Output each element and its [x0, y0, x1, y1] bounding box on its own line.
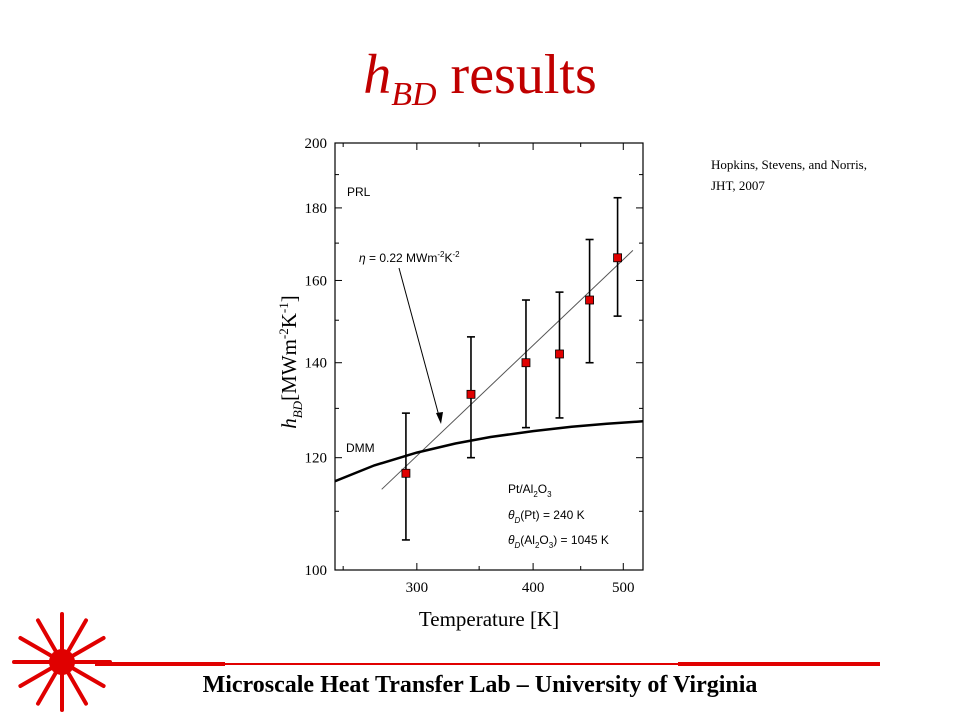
data-point: [466, 389, 476, 399]
y-axis-label-h: h: [277, 418, 301, 429]
title-subscript: BD: [391, 76, 437, 113]
slide-title: hBD results: [0, 40, 960, 130]
series-line-prl: [381, 250, 634, 490]
lab-logo-icon: [12, 612, 112, 712]
x-tick-label: 400: [522, 580, 545, 596]
data-point: [585, 295, 594, 305]
y-tick-label: 140: [305, 356, 328, 372]
axis-ticks: 100 120 140 160 180 200 300 400 500: [305, 136, 643, 596]
x-axis-label: Temperature [K]: [419, 607, 559, 631]
plot-frame: [334, 142, 644, 571]
prl-label: PRL: [347, 185, 371, 199]
y-axis-label-exp2: -1: [276, 302, 291, 313]
y-tick-label: 160: [305, 273, 328, 289]
title-h: h: [363, 44, 392, 106]
y-axis-label-sub: BD: [290, 400, 305, 418]
footer-lab-name: Microscale Heat Transfer Lab – Universit…: [202, 672, 758, 698]
y-axis-label: hBD[MWm-2K-1]: [276, 295, 305, 429]
data-point: [555, 349, 564, 359]
logo-ray: [70, 636, 106, 658]
material-label: Pt/Al2O3: [508, 482, 552, 499]
dmm-label: DMM: [346, 441, 375, 455]
data-point: [613, 253, 622, 263]
logo-ray: [18, 666, 54, 688]
x-tick-label: 300: [406, 580, 429, 596]
citation-line-2: JHT, 2007: [711, 178, 765, 193]
citation-line-1: Hopkins, Stevens, and Norris,: [711, 157, 867, 172]
y-tick-label: 120: [305, 451, 328, 467]
theta-al-label: θD(Al2O3) = 1045 K: [508, 533, 609, 550]
data-point: [401, 468, 411, 478]
logo-ray: [36, 670, 58, 706]
logo-ray: [18, 636, 54, 658]
citation: Hopkins, Stevens, and Norris, JHT, 2007: [711, 154, 931, 196]
y-tick-label: 100: [305, 563, 328, 579]
title-rest: results: [436, 44, 597, 106]
logo-ray: [36, 618, 58, 654]
x-tick-label: 500: [612, 580, 635, 596]
logo-ray: [66, 670, 88, 706]
logo-ray: [70, 666, 106, 688]
series-lines: [335, 250, 643, 490]
logo-ray: [66, 618, 88, 654]
y-tick-label: 180: [305, 201, 328, 217]
data-point: [521, 358, 531, 368]
eta-label: η = 0.22 MWm-2K-2: [359, 250, 460, 265]
theta-pt-label: θD(Pt) = 240 K: [508, 508, 585, 525]
y-tick-label: 200: [305, 136, 328, 152]
y-axis-label-unit: [MWm: [277, 339, 301, 401]
y-axis-label-exp1: -2: [276, 328, 291, 339]
data-points: [401, 196, 622, 541]
series-line-dmm: [335, 420, 643, 483]
eta-arrow: [398, 267, 443, 424]
y-axis-label-close: ]: [277, 295, 301, 302]
y-axis-label-k: K: [277, 313, 301, 328]
